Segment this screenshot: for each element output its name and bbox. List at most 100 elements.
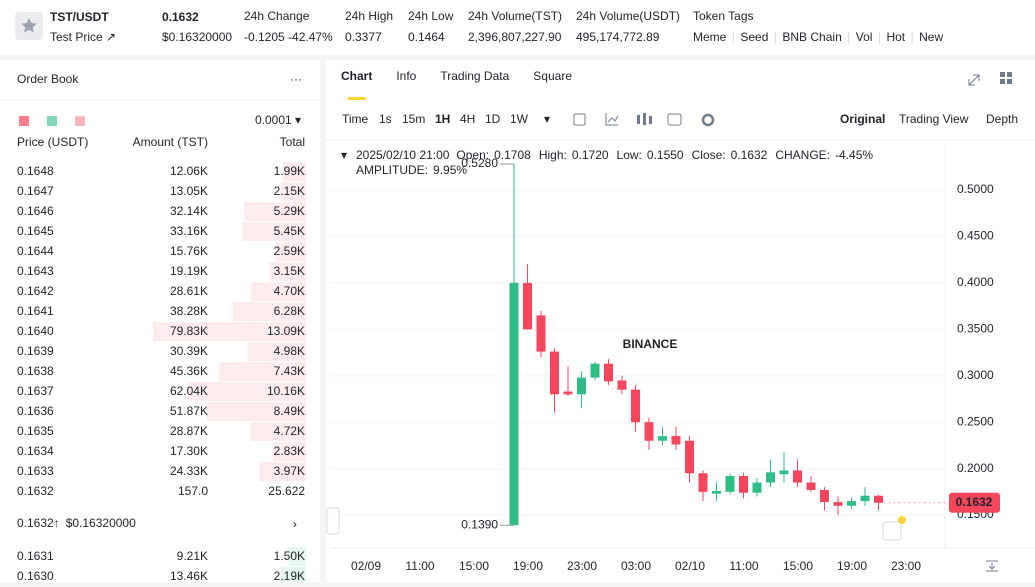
depth-bar (250, 422, 306, 441)
icon[interactable] (1000, 72, 1005, 77)
depth-bar (282, 162, 306, 181)
order-price[interactable]: 0.1631 (17, 549, 54, 563)
order-amount: 79.83K (170, 324, 208, 338)
candle-body (523, 282, 532, 330)
icon[interactable] (1007, 72, 1012, 77)
legend-toggle[interactable]: ▾ (341, 148, 347, 162)
tab[interactable]: Square (533, 69, 572, 83)
candle-body (739, 476, 748, 493)
order-price[interactable]: 0.1630 (17, 569, 54, 583)
order-amount: 12.06K (170, 164, 208, 178)
interval[interactable]: 15m (402, 112, 425, 126)
token-tag[interactable]: Meme (693, 30, 727, 44)
legend-value: -4.45% (835, 148, 873, 162)
order-price[interactable]: 0.1633 (17, 464, 54, 478)
candle-body (563, 391, 573, 395)
legend-value: 0.1720 (572, 148, 609, 162)
scroll-icon[interactable] (986, 560, 998, 572)
order-price[interactable]: 0.1647 (17, 184, 54, 198)
watermark: BINANCE (623, 337, 678, 351)
order-total: 3.97K (274, 464, 305, 478)
interval[interactable]: 4H (460, 112, 475, 126)
symbol: TST/USDT (50, 10, 109, 24)
order-amount: 15.76K (170, 244, 208, 258)
order-total: 6.28K (274, 304, 305, 318)
order-price[interactable]: 0.1642 (17, 284, 54, 298)
column-header: Price (USDT) (17, 135, 88, 149)
order-price[interactable]: 0.1632 (17, 484, 54, 498)
order-total: 4.70K (274, 284, 305, 298)
interval[interactable]: 1D (485, 112, 501, 126)
settings-icon[interactable] (701, 113, 715, 127)
order-price[interactable]: 0.1640 (17, 324, 54, 338)
order-price[interactable]: 0.1638 (17, 364, 54, 378)
icon[interactable] (667, 113, 682, 126)
token-tag[interactable]: Seed (740, 30, 768, 44)
stat-label: 24h High (345, 9, 393, 23)
interval[interactable]: 1s (379, 112, 392, 126)
collapse-button[interactable] (326, 507, 340, 535)
icon[interactable] (573, 113, 586, 126)
view-option[interactable]: Trading View (899, 112, 969, 126)
order-price[interactable]: 0.1643 (17, 264, 54, 278)
icon[interactable] (1007, 79, 1012, 84)
fullscreen-icon[interactable] (968, 74, 980, 86)
order-total: 2.19K (274, 569, 305, 582)
interval[interactable]: 1W (510, 112, 529, 126)
tab[interactable]: Chart (341, 69, 372, 83)
order-price[interactable]: 0.1644 (17, 244, 54, 258)
book-mode-icon[interactable] (19, 116, 29, 126)
order-price[interactable]: 0.1646 (17, 204, 54, 218)
order-total: 1.50K (274, 549, 305, 563)
book-mode-icon[interactable] (75, 116, 85, 126)
more-button[interactable]: › (293, 517, 297, 531)
order-price[interactable]: 0.1636 (17, 404, 54, 418)
token-tag[interactable]: BNB Chain (782, 30, 841, 44)
depth-bar (280, 182, 306, 201)
tab[interactable]: Trading Data (440, 69, 509, 83)
order-price[interactable]: 0.1648 (17, 164, 54, 178)
order-price[interactable]: 0.1641 (17, 304, 54, 318)
menu[interactable]: ··· (290, 72, 302, 86)
view-option[interactable]: Depth (986, 112, 1018, 126)
order-total: 2.83K (274, 444, 305, 458)
depth-bar (206, 402, 306, 421)
interval[interactable]: 1H (435, 112, 450, 126)
order-price[interactable]: 0.1639 (17, 344, 54, 358)
icon[interactable] (643, 113, 646, 125)
book-last-price: 0.1632↑ (17, 516, 60, 530)
order-price[interactable]: 0.1645 (17, 224, 54, 238)
candle-body (752, 482, 762, 493)
order-price[interactable]: 0.1634 (17, 444, 54, 458)
token-tag[interactable]: New (919, 30, 943, 44)
legend-label: High: (539, 148, 567, 162)
token-tag[interactable]: Vol (856, 30, 873, 44)
stat-value: 0.3377 (345, 30, 382, 44)
icon[interactable] (637, 115, 640, 124)
x-tick-label: 11:00 (405, 559, 434, 573)
icon[interactable] (649, 116, 652, 124)
last-price: 0.1632 (162, 10, 199, 24)
token-tag[interactable]: Hot (886, 30, 905, 44)
icon[interactable] (1000, 79, 1005, 84)
order-price[interactable]: 0.1637 (17, 384, 54, 398)
precision-select[interactable]: 0.0001 ▾ (255, 113, 301, 127)
candle-body (590, 363, 600, 378)
toolbar-icons (19, 72, 1012, 572)
icon[interactable] (605, 113, 619, 126)
legend-value: 0.1708 (494, 148, 531, 162)
depth-bar (153, 322, 306, 341)
alert-button[interactable] (882, 521, 902, 541)
tab[interactable]: Info (396, 69, 416, 83)
column-header: Total (280, 135, 305, 149)
interval[interactable]: Time (342, 112, 369, 126)
order-price[interactable]: 0.1635 (17, 424, 54, 438)
view-option[interactable]: Original (840, 112, 885, 126)
interval[interactable]: ▾ (544, 112, 550, 126)
candle-body (658, 436, 667, 441)
book-mode-icon[interactable] (47, 116, 57, 126)
order-total: 2.15K (274, 184, 305, 198)
order-amount: 9.21K (177, 549, 208, 563)
